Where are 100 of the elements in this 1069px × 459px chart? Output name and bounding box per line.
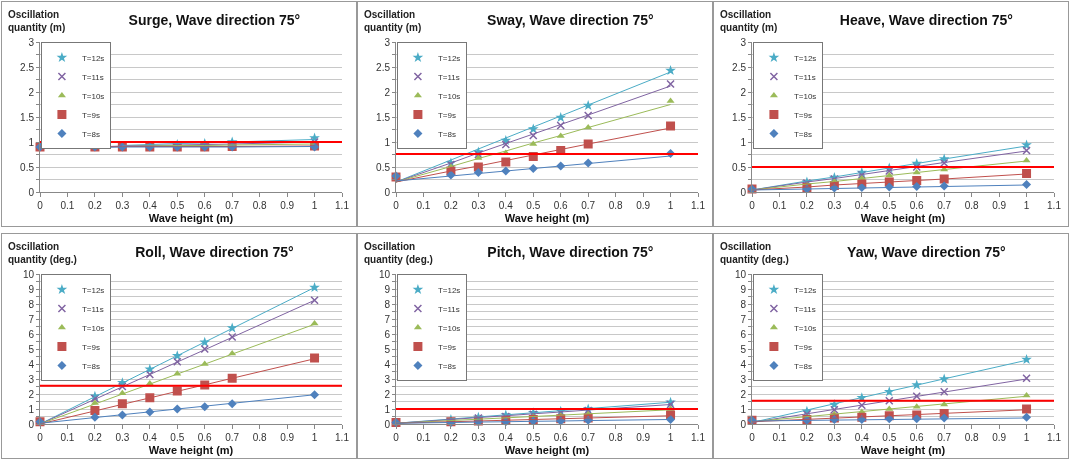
- x-tick-label: 0.1: [60, 432, 75, 443]
- x-tick-label: 0.1: [772, 432, 787, 443]
- x-tick-label: 1: [1023, 432, 1030, 443]
- y-tick-label: 0: [28, 186, 35, 198]
- x-tick-label: 0.3: [115, 432, 130, 443]
- y-tick-label: 1.5: [732, 111, 747, 123]
- x-tick-label: 0.7: [581, 200, 596, 211]
- legend-label: T=12s: [793, 53, 817, 63]
- x-tick-label: 1.1: [691, 200, 706, 211]
- y-tick-label: 9: [28, 283, 35, 295]
- legend-label: T=10s: [437, 323, 461, 333]
- y-tick-label: 8: [740, 298, 747, 310]
- x-tick-label: 1.1: [1047, 200, 1062, 211]
- legend-label: T=11s: [793, 304, 816, 314]
- legend-label: T=10s: [81, 323, 105, 333]
- y-tick-label: 3: [28, 36, 35, 48]
- x-tick-label: 0: [37, 432, 44, 443]
- y-tick-label: 10: [22, 268, 35, 280]
- x-tick-label: 0.5: [882, 432, 897, 443]
- y-tick-label: 1.5: [20, 111, 35, 123]
- legend-label: T=9s: [81, 342, 100, 352]
- x-tick-label: 0.9: [636, 200, 651, 211]
- x-tick-label: 0.5: [526, 200, 541, 211]
- legend-label: T=11s: [793, 72, 816, 82]
- x-tick-label: 0.2: [799, 200, 815, 211]
- chart-title: Heave, Wave direction 75°: [839, 12, 1013, 29]
- legend-label: T=8s: [437, 361, 456, 371]
- x-tick-label: 0.8: [608, 200, 624, 211]
- y-tick-label: 0.5: [732, 161, 747, 173]
- legend-label: T=8s: [81, 361, 100, 371]
- y-tick-label: 8: [28, 298, 35, 310]
- y-tick-label: 2: [740, 388, 747, 400]
- legend-label: T=8s: [793, 361, 812, 371]
- y-tick-label: 9: [384, 283, 391, 295]
- x-tick-label: 0: [37, 200, 44, 211]
- y-tick-label: 5: [740, 343, 747, 355]
- legend-label: T=11s: [81, 304, 104, 314]
- x-axis-title: Wave height (m): [148, 212, 234, 225]
- x-tick-label: 0.5: [526, 432, 541, 443]
- x-tick-label: 0.8: [252, 432, 268, 443]
- x-axis-title: Wave height (m): [860, 444, 946, 457]
- y-tick-label: 7: [384, 313, 391, 325]
- y-tick-label: 2: [28, 388, 35, 400]
- y-tick-label: 1: [28, 136, 35, 148]
- x-tick-label: 0.6: [553, 432, 569, 443]
- y-tick-label: 5: [28, 343, 35, 355]
- x-tick-label: 0.4: [498, 200, 514, 211]
- x-tick-label: 1: [667, 432, 674, 443]
- x-tick-label: 0.1: [416, 200, 431, 211]
- x-tick-label: 0.7: [225, 200, 240, 211]
- chart-title: Yaw, Wave direction 75°: [847, 244, 1006, 261]
- x-tick-label: 0.4: [854, 200, 870, 211]
- x-tick-label: 1.1: [335, 200, 350, 211]
- y-tick-label: 1: [384, 136, 391, 148]
- x-tick-label: 1.1: [335, 432, 350, 443]
- legend-label: T=10s: [437, 91, 461, 101]
- x-tick-label: 0.4: [142, 200, 158, 211]
- x-tick-label: 0.9: [280, 200, 295, 211]
- y-tick-label: 3: [28, 373, 35, 385]
- x-tick-label: 0.7: [225, 432, 240, 443]
- legend-label: T=9s: [437, 342, 456, 352]
- y-tick-label: 1: [28, 403, 35, 415]
- y-tick-label: 0.5: [376, 161, 391, 173]
- y-tick-label: 8: [384, 298, 391, 310]
- chart-title: Pitch, Wave direction 75°: [487, 244, 654, 261]
- legend-label: T=12s: [81, 285, 105, 295]
- x-tick-label: 0.8: [608, 432, 624, 443]
- legend-label: T=9s: [793, 342, 812, 352]
- x-tick-label: 1.1: [1047, 432, 1062, 443]
- y-axis-title: Oscillation quantity (m): [8, 8, 67, 34]
- y-axis-title: Oscillation quantity (deg.): [364, 240, 434, 266]
- x-tick-label: 0.3: [115, 200, 130, 211]
- y-tick-label: 2: [384, 86, 391, 98]
- x-tick-label: 0.4: [142, 432, 158, 443]
- chart-title: Surge, Wave direction 75°: [128, 12, 301, 29]
- x-tick-label: 0.4: [498, 432, 514, 443]
- x-tick-label: 0.9: [992, 432, 1007, 443]
- x-tick-label: 1: [311, 432, 318, 443]
- y-tick-label: 0: [28, 418, 35, 430]
- x-tick-label: 0.1: [772, 200, 787, 211]
- y-tick-label: 10: [734, 268, 747, 280]
- y-tick-label: 9: [740, 283, 747, 295]
- chart-title: Roll, Wave direction 75°: [135, 244, 294, 261]
- y-tick-label: 1: [384, 403, 391, 415]
- chart-title: Sway, Wave direction 75°: [487, 12, 654, 29]
- y-tick-label: 5: [384, 343, 391, 355]
- y-tick-label: 6: [740, 328, 747, 340]
- x-tick-label: 0.2: [443, 432, 459, 443]
- y-tick-label: 3: [740, 373, 747, 385]
- legend-label: T=10s: [793, 323, 817, 333]
- x-tick-label: 0.3: [471, 200, 486, 211]
- x-axis-title: Wave height (m): [860, 212, 946, 225]
- x-axis-title: Wave height (m): [148, 444, 234, 457]
- y-tick-label: 2.5: [20, 61, 35, 73]
- y-tick-label: 2: [740, 86, 747, 98]
- y-tick-label: 0: [384, 418, 391, 430]
- x-tick-label: 1: [1023, 200, 1030, 211]
- legend-label: T=10s: [793, 91, 817, 101]
- legend-label: T=12s: [437, 285, 461, 295]
- legend-label: T=10s: [81, 91, 105, 101]
